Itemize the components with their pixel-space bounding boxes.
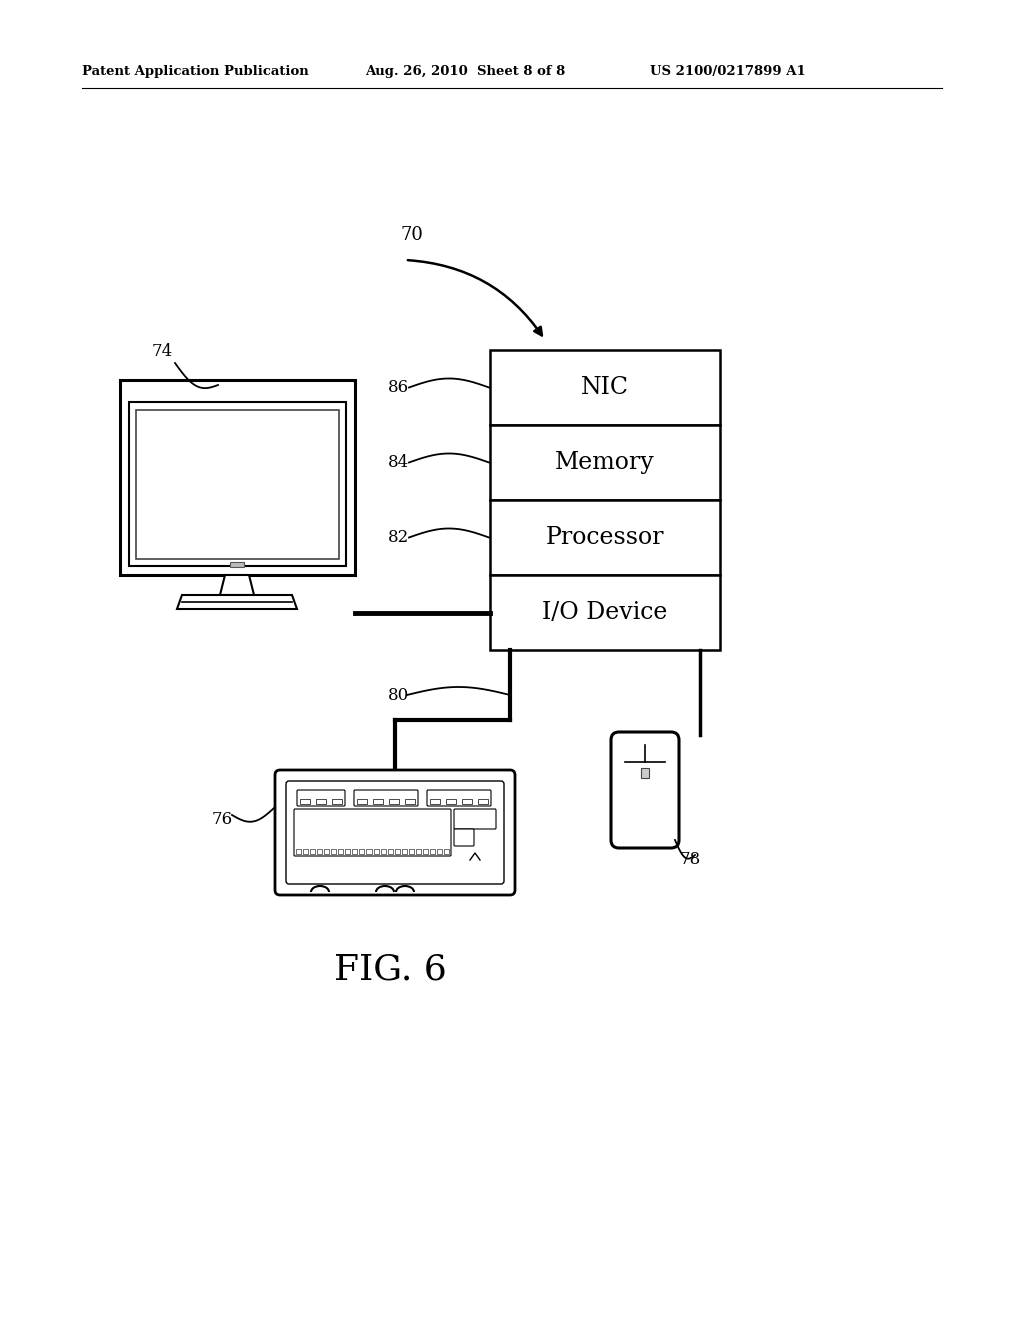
Bar xyxy=(331,849,336,854)
Text: Patent Application Publication: Patent Application Publication xyxy=(82,66,309,78)
Bar xyxy=(394,849,399,854)
Bar xyxy=(381,849,386,854)
Text: 86: 86 xyxy=(388,379,410,396)
Bar xyxy=(303,849,308,854)
Bar xyxy=(444,849,449,854)
Text: Aug. 26, 2010  Sheet 8 of 8: Aug. 26, 2010 Sheet 8 of 8 xyxy=(365,66,565,78)
Polygon shape xyxy=(220,576,254,595)
FancyBboxPatch shape xyxy=(427,789,490,807)
FancyBboxPatch shape xyxy=(275,770,515,895)
Bar xyxy=(437,849,442,854)
Bar xyxy=(316,799,326,804)
FancyBboxPatch shape xyxy=(454,809,496,829)
Bar xyxy=(430,799,440,804)
Bar xyxy=(423,849,428,854)
Bar xyxy=(490,500,720,576)
Text: US 2100/0217899 A1: US 2100/0217899 A1 xyxy=(650,66,806,78)
Bar xyxy=(300,799,310,804)
Bar xyxy=(359,849,365,854)
Bar xyxy=(389,799,399,804)
Bar xyxy=(296,849,301,854)
Bar xyxy=(478,799,488,804)
Bar xyxy=(446,799,456,804)
Text: NIC: NIC xyxy=(581,376,629,399)
Bar xyxy=(357,799,367,804)
FancyBboxPatch shape xyxy=(611,733,679,847)
Bar xyxy=(136,411,339,558)
Bar xyxy=(374,849,379,854)
Bar xyxy=(230,562,244,568)
Text: I/O Device: I/O Device xyxy=(543,601,668,624)
Text: 74: 74 xyxy=(152,343,173,360)
Polygon shape xyxy=(177,595,297,609)
Text: 82: 82 xyxy=(388,529,410,546)
FancyBboxPatch shape xyxy=(297,789,345,807)
FancyArrowPatch shape xyxy=(408,260,542,335)
Text: 78: 78 xyxy=(680,851,701,869)
Text: 80: 80 xyxy=(388,686,410,704)
Bar xyxy=(338,849,343,854)
Text: 70: 70 xyxy=(400,226,423,244)
Text: 76: 76 xyxy=(212,812,233,829)
Bar xyxy=(129,403,346,566)
Bar xyxy=(641,768,649,777)
Bar xyxy=(401,849,407,854)
Bar xyxy=(490,425,720,500)
Bar xyxy=(373,799,383,804)
Bar xyxy=(388,849,392,854)
FancyBboxPatch shape xyxy=(294,809,451,855)
Text: Processor: Processor xyxy=(546,525,665,549)
Bar xyxy=(332,799,342,804)
FancyBboxPatch shape xyxy=(454,829,474,846)
Bar xyxy=(430,849,435,854)
Bar xyxy=(409,849,414,854)
Bar xyxy=(490,576,720,649)
FancyBboxPatch shape xyxy=(286,781,504,884)
Bar xyxy=(310,849,315,854)
Bar xyxy=(345,849,350,854)
Bar xyxy=(462,799,472,804)
Bar xyxy=(367,849,372,854)
Text: 84: 84 xyxy=(388,454,410,471)
Bar xyxy=(317,849,323,854)
Bar xyxy=(416,849,421,854)
Bar xyxy=(120,380,355,576)
Bar xyxy=(352,849,357,854)
Bar xyxy=(490,350,720,425)
Text: FIG. 6: FIG. 6 xyxy=(334,953,446,987)
FancyBboxPatch shape xyxy=(354,789,418,807)
Bar xyxy=(406,799,415,804)
Text: Memory: Memory xyxy=(555,451,655,474)
Bar xyxy=(325,849,330,854)
